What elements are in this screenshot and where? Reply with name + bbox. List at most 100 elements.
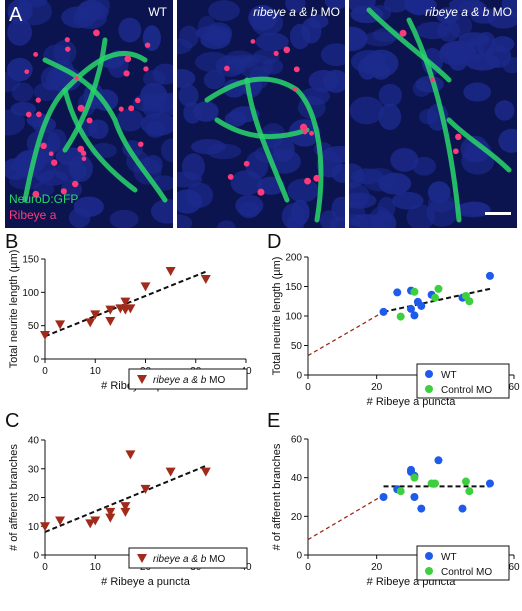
nucleus bbox=[378, 103, 402, 130]
data-point bbox=[410, 287, 419, 296]
y-tick-label: 0 bbox=[296, 371, 302, 382]
data-point bbox=[55, 320, 66, 330]
legend-marker bbox=[137, 554, 147, 563]
legend-ribeye-a: Ribeye a bbox=[9, 208, 57, 222]
data-point bbox=[417, 504, 426, 513]
ribeye-punctum bbox=[453, 148, 459, 155]
x-axis-label: # Ribeye a puncta bbox=[101, 576, 191, 588]
y-tick-label: 50 bbox=[28, 321, 40, 332]
ribeye-punctum bbox=[313, 174, 321, 182]
y-tick-label: 30 bbox=[28, 464, 40, 475]
x-tick-label: 20 bbox=[371, 562, 383, 573]
nucleus bbox=[143, 69, 166, 88]
nucleus bbox=[350, 214, 384, 228]
nucleus bbox=[383, 0, 408, 13]
ribeye-punctum bbox=[293, 66, 300, 73]
data-point bbox=[410, 311, 419, 320]
x-tick-label: 10 bbox=[90, 366, 102, 377]
panel-letter-a: A bbox=[9, 4, 23, 26]
ribeye-punctum bbox=[134, 97, 141, 104]
gfp-process bbox=[62, 37, 108, 153]
ribeye-punctum bbox=[144, 42, 151, 48]
nucleus bbox=[349, 192, 377, 209]
ribeye-punctum bbox=[93, 29, 100, 37]
data-point bbox=[85, 519, 96, 529]
y-tick-label: 40 bbox=[291, 473, 303, 484]
ribeye-punctum bbox=[309, 130, 314, 136]
ribeye-punctum bbox=[243, 160, 250, 167]
panel-letter-e: E bbox=[267, 410, 281, 432]
nucleus bbox=[10, 101, 37, 117]
nucleus bbox=[494, 100, 515, 121]
data-point bbox=[417, 301, 426, 310]
ribeye-punctum bbox=[33, 52, 39, 57]
nucleus bbox=[457, 0, 488, 17]
nucleus bbox=[390, 147, 419, 172]
nucleus bbox=[224, 50, 255, 67]
data-point bbox=[396, 312, 405, 321]
x-tick-label: 0 bbox=[42, 366, 48, 377]
x-tick-label: 0 bbox=[305, 562, 311, 573]
y-tick-label: 0 bbox=[33, 551, 39, 562]
gfp-process bbox=[446, 117, 512, 173]
micrograph-image bbox=[349, 0, 517, 228]
ribeye-punctum bbox=[74, 76, 79, 81]
nucleus bbox=[177, 189, 203, 214]
nucleus bbox=[362, 168, 397, 192]
data-point bbox=[465, 487, 474, 496]
nucleus bbox=[193, 101, 219, 122]
gfp-process bbox=[214, 117, 310, 140]
ribeye-punctum bbox=[138, 141, 144, 147]
gfp-process bbox=[204, 76, 324, 223]
y-tick-label: 20 bbox=[291, 512, 303, 523]
data-point bbox=[40, 522, 50, 532]
ribeye-punctum bbox=[227, 173, 234, 180]
data-point bbox=[407, 465, 415, 474]
nucleus bbox=[251, 9, 284, 37]
nucleus bbox=[195, 51, 231, 73]
data-point bbox=[431, 479, 440, 488]
nucleus bbox=[73, 196, 104, 217]
ribeye-punctum bbox=[128, 105, 135, 112]
ribeye-punctum bbox=[65, 46, 71, 52]
data-point bbox=[434, 284, 443, 293]
nucleus bbox=[377, 196, 396, 219]
nucleus bbox=[11, 82, 34, 103]
fit-line bbox=[44, 464, 207, 533]
ribeye-punctum bbox=[143, 66, 149, 72]
legend-label: ribeye a & b MO bbox=[153, 375, 225, 386]
nucleus bbox=[177, 214, 193, 228]
ribeye-punctum bbox=[292, 86, 297, 92]
nucleus bbox=[460, 135, 489, 163]
ribeye-punctum bbox=[48, 151, 54, 157]
nucleus bbox=[118, 17, 142, 43]
panel-letter-c: C bbox=[5, 410, 20, 432]
nucleus bbox=[47, 128, 67, 152]
fit-line bbox=[44, 270, 207, 338]
y-tick-label: 100 bbox=[285, 312, 302, 323]
gfp-process bbox=[42, 57, 168, 203]
legend-label: Control MO bbox=[441, 385, 492, 396]
legend-box bbox=[128, 547, 248, 569]
nucleus bbox=[142, 25, 161, 52]
ribeye-punctum bbox=[304, 177, 311, 185]
nucleus bbox=[88, 119, 109, 140]
nucleus bbox=[487, 9, 517, 29]
panel-letter-d: D bbox=[267, 231, 282, 253]
nucleus bbox=[205, 22, 233, 46]
nucleus bbox=[323, 69, 345, 93]
ribeye-punctum bbox=[123, 70, 130, 77]
data-point bbox=[396, 487, 405, 496]
data-point bbox=[40, 331, 50, 340]
nucleus bbox=[322, 146, 345, 163]
nucleus bbox=[285, 0, 306, 13]
nucleus bbox=[476, 31, 496, 57]
legend-label: Control MO bbox=[441, 567, 492, 578]
data-point bbox=[165, 267, 176, 276]
ribeye-punctum bbox=[24, 69, 30, 75]
x-tick-label: 0 bbox=[42, 562, 48, 573]
ribeye-punctum bbox=[257, 188, 265, 196]
data-point bbox=[200, 467, 211, 477]
legend-marker bbox=[425, 567, 433, 575]
y-tick-label: 0 bbox=[296, 551, 302, 562]
